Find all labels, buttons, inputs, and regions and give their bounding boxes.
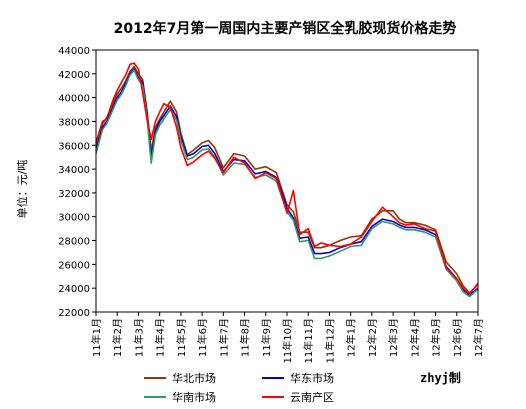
x-tick-label: 11年6月 bbox=[196, 318, 209, 357]
legend-label: 华南市场 bbox=[172, 390, 216, 404]
y-tick-label: 28000 bbox=[58, 237, 90, 248]
x-tick-label: 11年7月 bbox=[217, 318, 230, 357]
y-tick-label: 26000 bbox=[58, 260, 90, 271]
series-line bbox=[95, 69, 479, 298]
x-tick-label: 11年5月 bbox=[175, 318, 188, 357]
x-tick-label: 11年10月 bbox=[281, 318, 294, 363]
x-tick-label: 11年11月 bbox=[302, 318, 315, 363]
y-tick-label: 22000 bbox=[58, 308, 90, 319]
y-tick-label: 44000 bbox=[58, 46, 90, 57]
y-tick-label: 30000 bbox=[58, 213, 90, 224]
plot-area-border bbox=[95, 49, 479, 313]
x-tick-label: 11年3月 bbox=[132, 318, 145, 357]
y-axis-label: 单位：元/吨 bbox=[15, 160, 29, 219]
x-tick-label: 12年6月 bbox=[451, 318, 464, 357]
x-tick-label: 11年4月 bbox=[154, 318, 167, 357]
y-tick-label: 34000 bbox=[58, 165, 90, 176]
legend-label: 云南产区 bbox=[290, 390, 334, 404]
y-tick-label: 32000 bbox=[58, 189, 90, 200]
x-tick-label: 11年2月 bbox=[111, 318, 124, 357]
legend-label: 华东市场 bbox=[290, 371, 334, 385]
y-tick-label: 42000 bbox=[58, 70, 90, 81]
x-tick-label: 11年1月 bbox=[90, 318, 103, 357]
credit-label: zhyj制 bbox=[420, 370, 461, 385]
x-tick-label: 11年12月 bbox=[323, 318, 336, 363]
y-tick-label: 36000 bbox=[58, 141, 90, 152]
x-tick-label: 12年7月 bbox=[472, 318, 485, 357]
y-axis: 22000 24000 26000 28000 30000 32000 34000 36000… bbox=[58, 46, 96, 319]
x-tick-label: 12年2月 bbox=[366, 318, 379, 357]
x-tick-label: 12年4月 bbox=[408, 318, 421, 357]
x-tick-label: 12年5月 bbox=[430, 318, 443, 357]
x-axis: 11年1月 11年2月 11年3月 11年4月 11年5月 11年6月 11年7月 11年8月… bbox=[90, 312, 485, 363]
x-tick-label: 11年8月 bbox=[239, 318, 252, 357]
chart-title: 2012年7月第一周国内主要产销区全乳胶现货价格走势 bbox=[114, 20, 457, 37]
x-tick-label: 12年1月 bbox=[345, 318, 358, 357]
y-tick-label: 40000 bbox=[58, 94, 90, 105]
y-tick-label: 24000 bbox=[58, 284, 90, 295]
series-line bbox=[95, 62, 479, 295]
series-group bbox=[95, 62, 479, 298]
y-tick-label: 38000 bbox=[58, 117, 90, 128]
legend-label: 华北市场 bbox=[172, 371, 216, 385]
x-tick-label: 12年3月 bbox=[387, 318, 400, 357]
series-line bbox=[95, 65, 479, 294]
series-line bbox=[95, 68, 479, 297]
x-tick-label: 11年9月 bbox=[260, 318, 273, 357]
